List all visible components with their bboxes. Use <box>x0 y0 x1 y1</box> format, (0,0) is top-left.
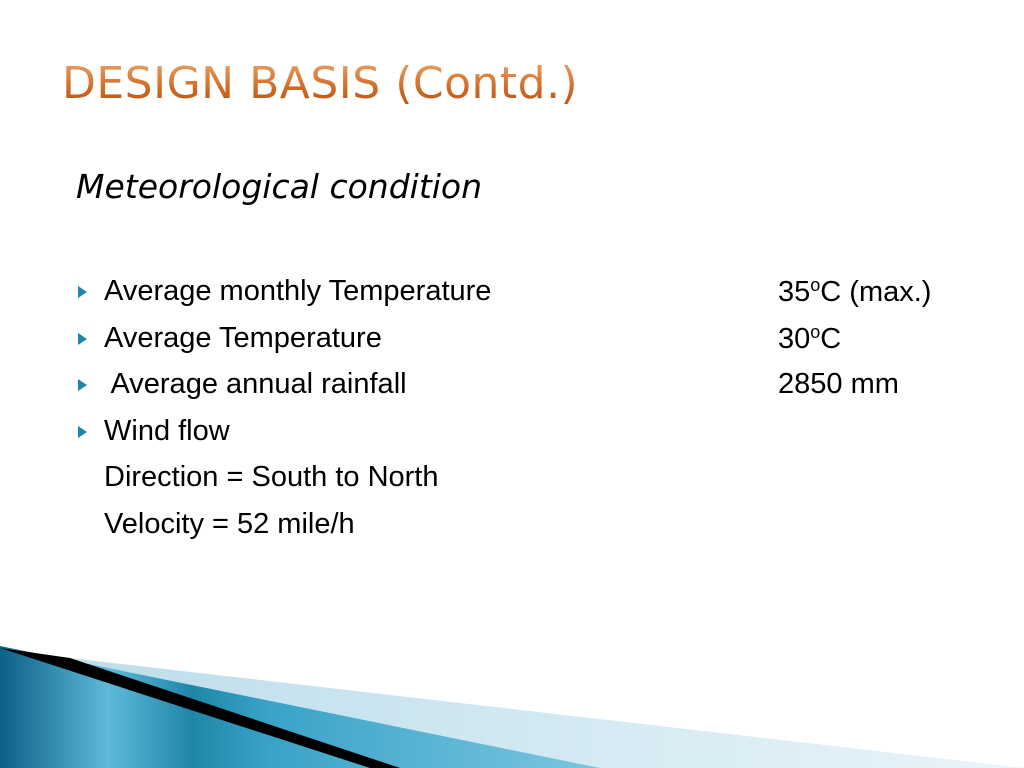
sub-item-text: Direction = South to North <box>104 461 439 493</box>
list-item-monthly-temperature: Average monthly Temperature 35oC (max.) <box>76 270 976 317</box>
triangle-bullet-icon <box>78 286 87 298</box>
black-stripe-shape <box>0 648 400 768</box>
decorative-wave-band <box>0 646 1024 768</box>
bullet-list: Average monthly Temperature 35oC (max.) … <box>76 270 976 549</box>
triangle-bullet-icon <box>78 379 87 391</box>
sub-item-text: Velocity = 52 mile/h <box>104 507 355 540</box>
triangle-bullet-icon <box>78 332 87 345</box>
section-subtitle: Meteorological condition <box>76 167 483 206</box>
item-label: Average monthly Temperature <box>104 275 492 307</box>
list-item-average-temperature: Average Temperature 30oC <box>76 317 976 364</box>
list-item-annual-rainfall: Average annual rainfall 2850 mm <box>76 363 976 410</box>
teal-band-shape <box>0 646 600 768</box>
item-value: 35oC (max.) <box>778 275 932 308</box>
item-value: 2850 mm <box>778 368 899 400</box>
item-label: Average Temperature <box>104 321 382 354</box>
slide-title: DESIGN BASIS (Contd.) <box>62 58 579 109</box>
item-value: 30oC <box>778 321 842 355</box>
sub-item-velocity: Velocity = 52 mile/h <box>76 503 976 550</box>
item-label: Wind flow <box>104 414 230 447</box>
sub-item-direction: Direction = South to North <box>76 456 976 503</box>
item-label: Average annual rainfall <box>104 368 407 400</box>
list-item-wind-flow: Wind flow <box>76 410 976 457</box>
triangle-bullet-icon <box>78 425 87 438</box>
